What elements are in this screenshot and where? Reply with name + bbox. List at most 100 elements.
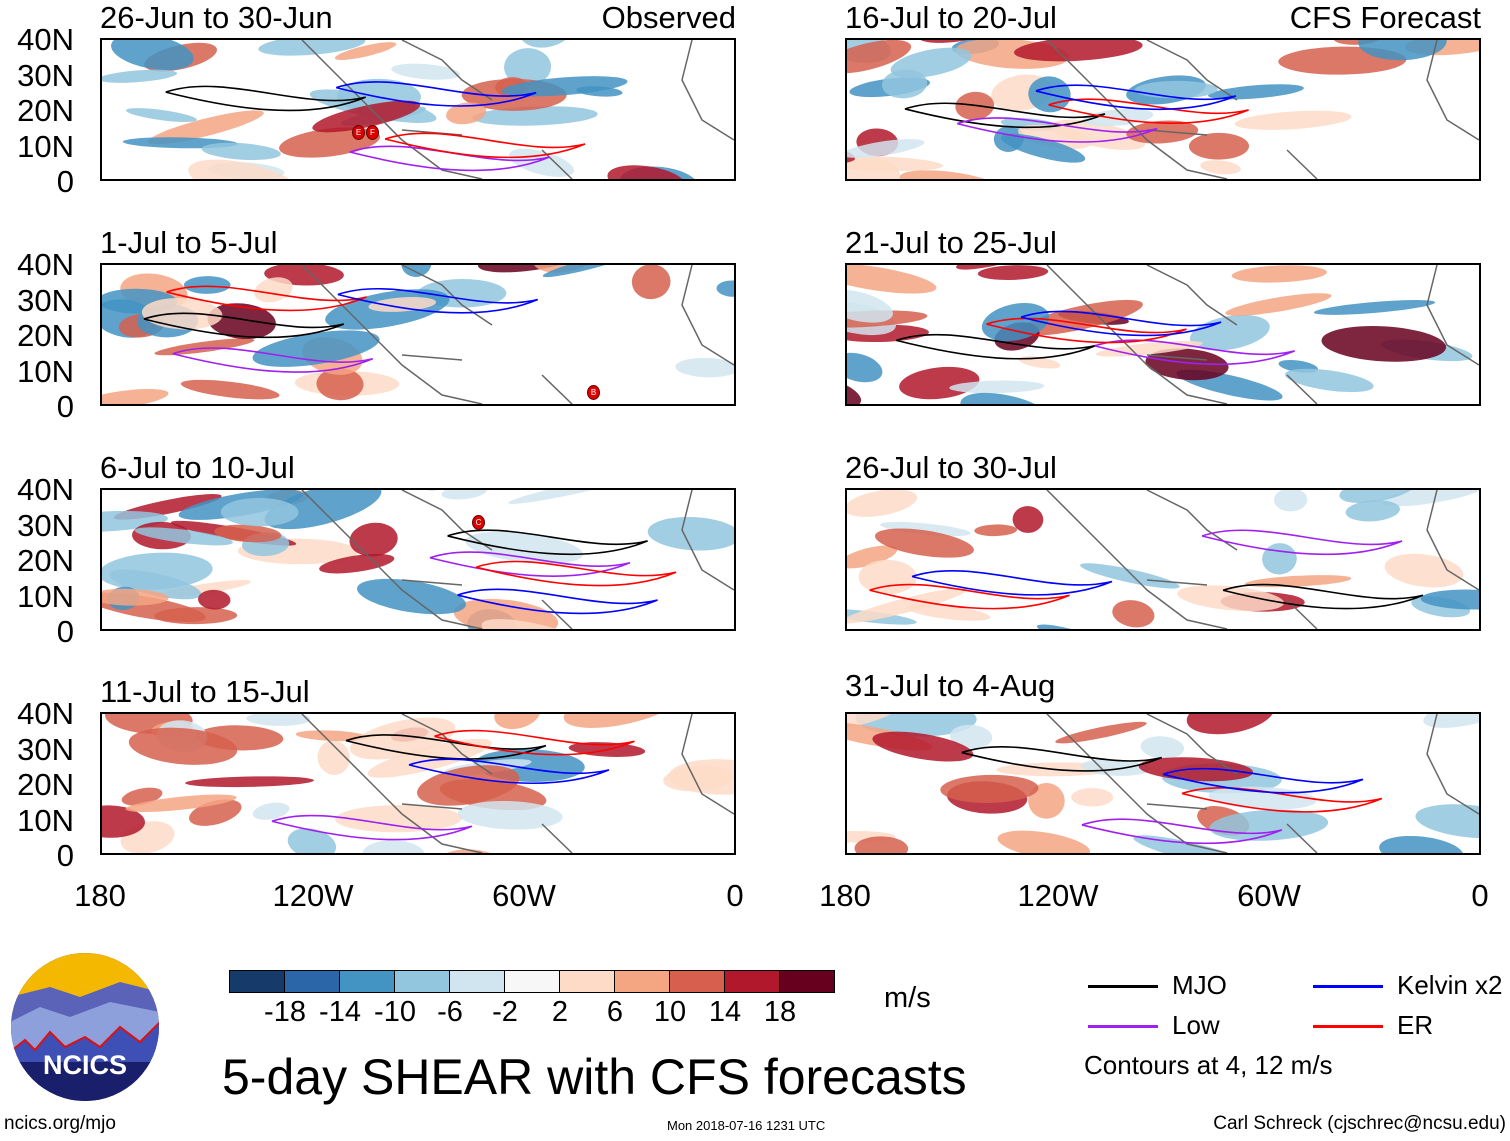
coastline (301, 714, 734, 853)
lat-label: 20N (17, 543, 74, 578)
colorbar-label: 14 (708, 996, 742, 1028)
shear-anomaly (1338, 402, 1441, 404)
shear-anomaly (974, 524, 1018, 537)
shear-anomaly (874, 528, 974, 558)
shear-anomaly (542, 265, 636, 278)
shear-anomaly (446, 102, 487, 125)
lat-label: 0 (56, 389, 74, 424)
shear-anomaly (847, 265, 937, 294)
shear-map (102, 265, 734, 404)
shear-anomaly (185, 776, 314, 788)
footer-url[interactable]: ncics.org/mjo (4, 1113, 116, 1134)
map-panel (845, 712, 1481, 855)
shear-anomaly (847, 714, 901, 732)
shear-map (847, 265, 1479, 404)
low-contour (349, 145, 551, 172)
shear-anomaly (1177, 585, 1285, 612)
shear-anomaly (472, 106, 598, 126)
map-panel (100, 712, 736, 855)
shear-anomaly (367, 738, 492, 778)
shear-anomaly (102, 388, 169, 404)
legend-label: Low (1172, 1010, 1220, 1040)
shear-anomaly (401, 265, 432, 277)
shear-anomaly (1384, 553, 1464, 588)
shear-anomaly (906, 604, 991, 621)
panel-title: 21-Jul to 25-Jul (845, 225, 1057, 260)
kelvin-contour (457, 588, 658, 615)
shear-anomaly (508, 490, 634, 504)
colorbar-label: -6 (437, 996, 463, 1028)
shear-anomaly (1018, 299, 1143, 336)
shear-anomaly (1231, 265, 1327, 283)
shear-anomaly (125, 794, 237, 812)
footer-timestamp: Mon 2018-07-16 1231 UTC (667, 1118, 826, 1133)
storm-marker[interactable]: B (587, 385, 600, 400)
shear-anomaly (1420, 589, 1479, 610)
storm-marker[interactable]: E (352, 125, 365, 140)
shear-anomaly (349, 522, 398, 557)
shear-anomaly (1071, 788, 1114, 807)
lon-label: 180 (819, 878, 871, 913)
shear-anomaly (109, 569, 202, 600)
legend-label: Kelvin x2 (1397, 970, 1503, 1000)
shear-anomaly (1321, 326, 1447, 362)
er-contour (166, 285, 367, 312)
shear-anomaly (1133, 835, 1252, 853)
lon-label: 60W (1237, 878, 1301, 913)
shear-anomaly (287, 828, 337, 853)
shear-anomaly (319, 553, 395, 574)
colorbar-swatch (669, 970, 725, 993)
shear-anomaly (147, 110, 264, 145)
storm-marker[interactable]: C (472, 515, 485, 530)
shear-anomaly (441, 490, 487, 500)
shear-anomaly (872, 731, 974, 762)
shear-anomaly (1381, 490, 1479, 507)
lat-label: 10N (17, 578, 74, 614)
shear-anomaly (716, 280, 734, 297)
shear-anomaly (252, 330, 380, 367)
low-contour (271, 814, 473, 841)
colorbar-label: -14 (319, 996, 361, 1028)
shear-anomaly (847, 545, 898, 569)
panel-title: 6-Jul to 10-Jul (100, 450, 295, 485)
colorbar-swatch (394, 970, 450, 993)
shear-anomaly (1036, 624, 1106, 629)
shear-anomaly (890, 47, 972, 78)
shear-anomaly (997, 830, 1091, 853)
shear-anomaly (1200, 160, 1241, 175)
shear-anomaly (316, 367, 364, 401)
mjo-contour (165, 85, 367, 112)
legend-line-mjo (1088, 985, 1158, 988)
footer-credit: Carl Schreck (cjschrec@ncsu.edu) (1213, 1113, 1506, 1134)
shear-anomaly (1055, 721, 1147, 744)
lat-label: 0 (56, 614, 74, 649)
lat-label: 30N (17, 282, 74, 318)
lon-label: 0 (1471, 878, 1489, 913)
mjo-contour (961, 746, 1163, 772)
storm-marker[interactable]: F (366, 125, 379, 140)
shear-anomaly (1379, 835, 1464, 853)
lat-label: 20N (17, 93, 74, 128)
panel-title: 26-Jun to 30-Jun (100, 0, 333, 35)
shear-anomaly (1273, 490, 1308, 512)
shear-anomaly (847, 40, 912, 74)
lon-label: 120W (1017, 878, 1099, 913)
shear-anomaly (1415, 804, 1479, 839)
lat-label: 0 (56, 838, 74, 873)
shear-anomaly (1140, 736, 1185, 759)
shear-anomaly (197, 589, 231, 610)
colorbar-swatch (724, 970, 780, 993)
shear-anomaly (1000, 133, 1086, 163)
shear-anomaly (201, 142, 281, 161)
kelvin-contour (1162, 767, 1364, 794)
shear-anomaly (1285, 368, 1374, 393)
kelvin-contour (335, 81, 537, 107)
shear-anomaly (368, 296, 437, 312)
lon-label: 0 (726, 878, 744, 913)
lon-label: 120W (272, 878, 354, 913)
shear-anomaly (1225, 293, 1332, 316)
shear-anomaly (125, 108, 197, 123)
panel-title: 31-Jul to 4-Aug (845, 668, 1056, 703)
shear-anomaly (1234, 110, 1352, 130)
